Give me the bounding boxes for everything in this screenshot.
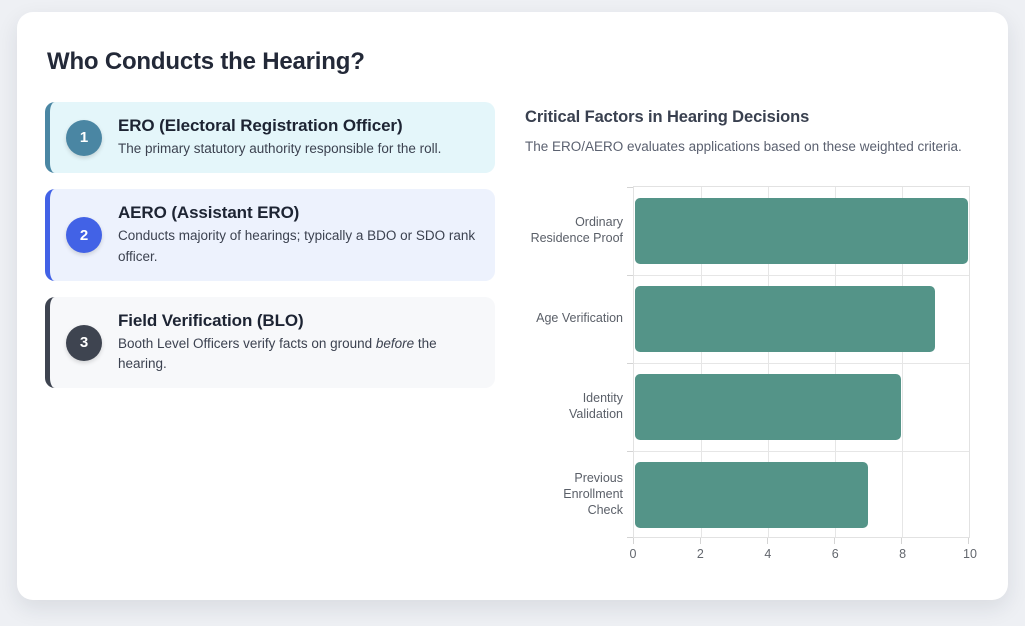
step-description: Conducts majority of hearings; typically…: [118, 228, 476, 264]
step-number-badge: 1: [66, 119, 102, 156]
step-title: ERO (Electoral Registration Officer): [118, 116, 403, 135]
step-number-badge: 3: [66, 324, 102, 361]
horizontal-gridline: [634, 275, 969, 276]
category-label: Age Verification: [525, 274, 633, 362]
bar-chart: Ordinary Residence Proof Age Verification I…: [525, 186, 970, 544]
category-label-line: Age Verification: [536, 310, 623, 325]
x-tick-mark: [767, 538, 768, 544]
vertical-gridline: [701, 187, 702, 537]
y-tick-mark: [627, 451, 633, 452]
vertical-gridline: [835, 187, 836, 537]
chart-plot-area: [627, 186, 970, 544]
category-label: Previous Enrollment Check: [525, 450, 633, 538]
x-tick-label: 10: [963, 547, 977, 561]
x-tick-label: 8: [899, 547, 907, 561]
bar-identity-validation: [635, 374, 901, 440]
step-title: AERO (Assistant ERO): [118, 203, 300, 223]
step-number-badge: 2: [66, 217, 102, 253]
bar-age-verification: [635, 286, 935, 352]
chart-section: Critical Factors in Hearing Decisions Th…: [525, 102, 980, 564]
category-label-line: Previous: [574, 470, 623, 485]
chart-title: Critical Factors in Hearing Decisions: [525, 108, 810, 126]
category-label: Ordinary Residence Proof: [525, 186, 633, 274]
x-tick-mark: [834, 538, 835, 544]
step-text: Field Verification (BLO) Booth Level Offi…: [118, 311, 479, 375]
step-item-1: 1 ERO (Electoral Registration Officer) The…: [45, 102, 495, 174]
step-title: Field Verification (BLO): [118, 310, 304, 330]
y-tick-mark: [627, 187, 633, 188]
y-tick-mark: [627, 275, 633, 276]
x-tick-label: 2: [696, 547, 704, 561]
x-tick-label: 4: [764, 547, 772, 561]
y-tick-mark: [627, 537, 633, 538]
category-label-line: Validation: [569, 407, 623, 421]
y-tick-mark: [627, 363, 633, 364]
horizontal-gridline: [634, 363, 969, 364]
x-tick-mark: [901, 538, 902, 544]
step-item-3: 3 Field Verification (BLO) Booth Level Off…: [45, 296, 495, 389]
vertical-gridline: [768, 187, 769, 537]
x-tick-mark: [700, 538, 701, 544]
step-text: AERO (Assistant ERO) Conducts majority of…: [118, 203, 479, 267]
step-description: The primary statutory authority responsi…: [118, 141, 442, 156]
horizontal-gridline: [634, 451, 969, 452]
category-label-line: Ordinary: [575, 214, 623, 229]
category-label-line: Residence Proof: [530, 231, 623, 245]
step-item-2: 2 AERO (Assistant ERO) Conducts majority o…: [45, 189, 495, 281]
category-label-line: Enrollment Check: [563, 486, 623, 518]
vertical-gridline: [902, 187, 903, 537]
x-tick-label: 6: [831, 547, 839, 561]
chart-category-labels: Ordinary Residence Proof Age Verification I…: [525, 186, 633, 538]
steps-list: 1 ERO (Electoral Registration Officer) The…: [45, 102, 495, 564]
bar-ordinary-residence-proof: [635, 198, 968, 264]
step-description: Booth Level Officers verify facts on gro…: [118, 335, 437, 371]
category-label: Identity Validation: [525, 362, 633, 450]
x-tick-mark: [968, 538, 969, 544]
chart-subtitle: The ERO/AERO evaluates applications base…: [525, 139, 962, 154]
x-tick-label: 0: [629, 547, 637, 561]
page-title: Who Conducts the Hearing?: [47, 48, 365, 75]
bar-previous-enrollment-check: [635, 462, 868, 528]
content-card: Who Conducts the Hearing? 1 ERO (Electora…: [17, 12, 1008, 600]
x-tick-mark: [633, 538, 634, 544]
chart-x-axis: 0 2 4 6 8 10: [629, 538, 977, 564]
category-label-line: Identity: [582, 390, 623, 405]
step-text: ERO (Electoral Registration Officer) The …: [118, 116, 441, 159]
content-columns: 1 ERO (Electoral Registration Officer) The…: [45, 102, 980, 564]
